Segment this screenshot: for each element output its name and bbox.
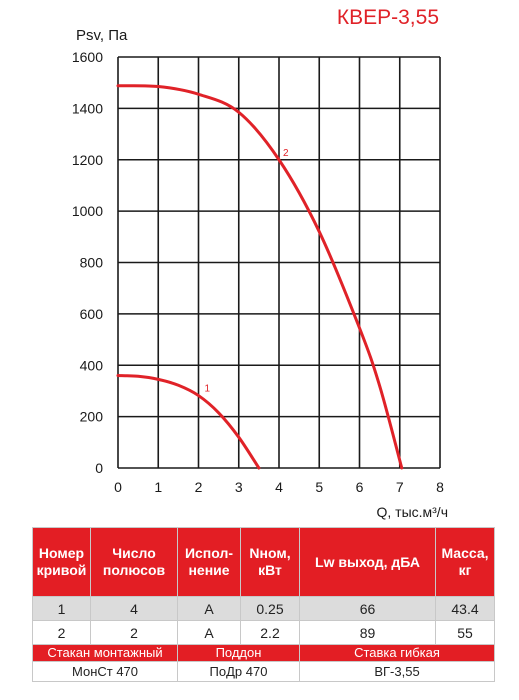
table-cell: 2 (90, 620, 178, 645)
header-poles: Число полюсов (90, 527, 178, 597)
x-tick-label: 8 (436, 479, 444, 495)
x-tick-label: 4 (275, 479, 283, 495)
curve-1 (116, 374, 261, 470)
table-cell: 2.2 (240, 620, 300, 645)
header-mass: Масса, кг (435, 527, 495, 597)
y-tick-label: 1200 (72, 152, 103, 168)
y-tick-label: 0 (95, 460, 103, 476)
curve-2 (116, 84, 404, 470)
x-tick-label: 5 (315, 479, 323, 495)
curve-label: 2 (283, 148, 289, 159)
accessory-value-mounting-cup: МонСт 470 (32, 661, 178, 682)
y-tick-label: 800 (80, 255, 104, 271)
accessory-header-mounting-cup: Стакан монтажный (32, 644, 178, 662)
y-tick-label: 600 (80, 306, 104, 322)
spec-table: Номер кривой Число полюсов Испол- нение … (32, 527, 495, 682)
curve-label: 1 (205, 384, 211, 395)
header-sound-level: Lw выход, дБА (299, 527, 436, 597)
header-curve-number: Номер кривой (32, 527, 91, 597)
y-axis-label: Psv, Па (76, 27, 128, 44)
table-cell: А (177, 620, 241, 645)
table-cell: 43.4 (435, 596, 495, 621)
x-axis-label: Q, тыс.м³/ч (376, 504, 448, 520)
chart: 0 1 2 3 4 5 6 7 8 0 200 400 600 800 1000 1200 1400 1600 Ps… (72, 27, 448, 520)
y-tick-label: 400 (80, 357, 104, 373)
table-cell: 4 (90, 596, 178, 621)
accessory-value-tray: ПоДр 470 (177, 661, 300, 682)
table-header-row: Номер кривой Число полюсов Испол- нение … (32, 527, 495, 597)
table-row: 2 2 А 2.2 89 55 (32, 620, 495, 645)
accessory-header-tray: Поддон (177, 644, 300, 662)
table-cell: 89 (299, 620, 436, 645)
table-cell: 66 (299, 596, 436, 621)
x-tick-label: 1 (154, 479, 162, 495)
y-tick-label: 1000 (72, 203, 103, 219)
table-cell: 2 (32, 620, 91, 645)
x-tick-label: 3 (235, 479, 243, 495)
x-tick-label: 0 (114, 479, 122, 495)
x-tick-label: 7 (396, 479, 404, 495)
chart-title: КВЕР-3,55 (336, 6, 439, 29)
table-cell: 1 (32, 596, 91, 621)
x-tick-label: 2 (195, 479, 203, 495)
accessory-value-flexible-insert: ВГ-3,55 (299, 661, 495, 682)
y-tick-label: 1400 (72, 100, 103, 116)
table-cell: 0.25 (240, 596, 300, 621)
table-cell: 55 (435, 620, 495, 645)
y-tick-label: 200 (80, 409, 104, 425)
x-tick-label: 6 (356, 479, 364, 495)
header-version: Испол- нение (177, 527, 241, 597)
header-power: Nном, кВт (240, 527, 300, 597)
y-tick-label: 1600 (72, 49, 103, 65)
table-cell: А (177, 596, 241, 621)
accessory-header-row: Стакан монтажный Поддон Ставка гибкая (32, 644, 495, 662)
accessory-value-row: МонСт 470 ПоДр 470 ВГ-3,55 (32, 661, 495, 682)
table-row: 1 4 А 0.25 66 43.4 (32, 596, 495, 621)
accessory-header-flexible-insert: Ставка гибкая (299, 644, 495, 662)
